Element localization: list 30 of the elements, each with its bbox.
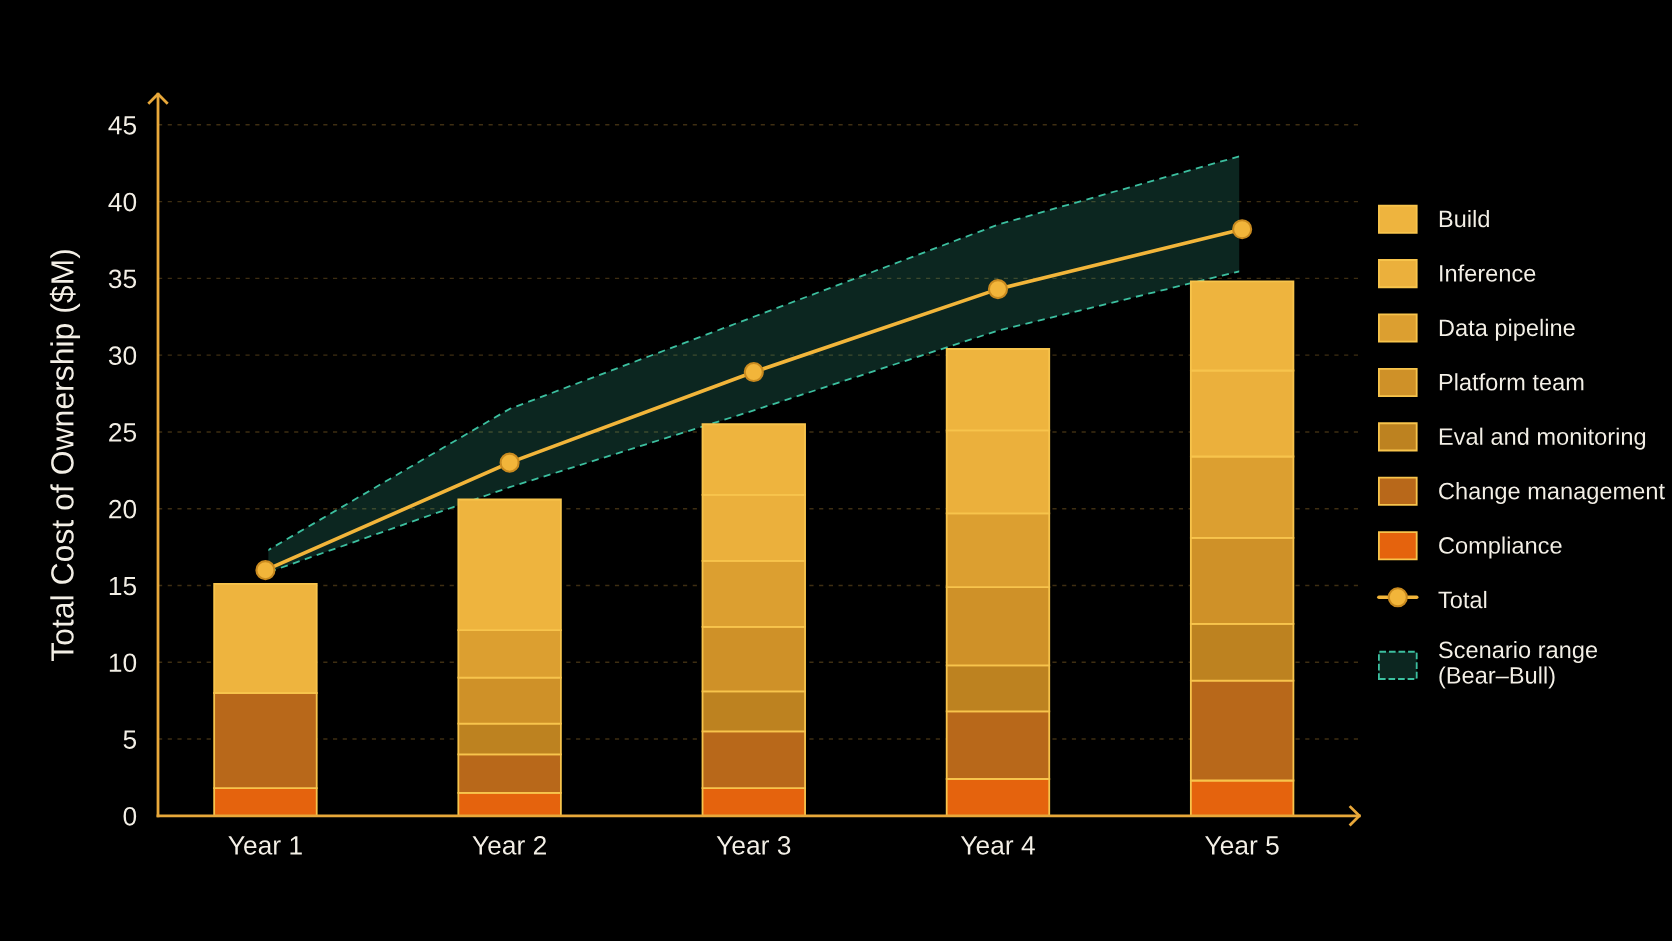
y-tick-label: 15 <box>109 576 137 596</box>
y-tick-label: 5 <box>123 730 137 749</box>
y-axis-title: Total Cost of Ownership ($M) <box>49 250 81 662</box>
y-tick-label: 10 <box>109 653 137 673</box>
y-tick-label: 30 <box>108 346 137 365</box>
y-tick-label: 40 <box>108 192 137 212</box>
point <box>1232 219 1253 240</box>
point <box>499 452 520 473</box>
legend-label: Scenario range (Bear–Bull) <box>1439 640 1598 689</box>
x-tick-label: Year 1 <box>228 836 302 855</box>
x-tick-label: Year 5 <box>1205 836 1279 855</box>
legend-label: Data pipeline <box>1439 318 1575 341</box>
point <box>987 279 1009 300</box>
y-tick-label: 25 <box>109 423 137 442</box>
y-tick-label: 35 <box>108 269 137 289</box>
y-tick-label: 45 <box>108 116 137 135</box>
point <box>255 560 276 581</box>
legend-label: Change management <box>1439 482 1665 505</box>
legend-label: Total <box>1438 590 1487 609</box>
legend-label: Inference <box>1440 264 1536 282</box>
legend-label: Eval and monitoring <box>1439 427 1646 450</box>
point <box>743 361 764 383</box>
y-tick-label: 0 <box>123 806 137 826</box>
x-tick-label: Year 4 <box>960 836 1035 855</box>
y-tick-label: 20 <box>109 499 137 519</box>
legend-label: Compliance <box>1439 536 1562 559</box>
x-tick-label: Year 3 <box>716 835 791 855</box>
x-tick-label: Year 2 <box>472 835 546 855</box>
legend-label: Platform team <box>1439 373 1584 391</box>
legend-label: Build <box>1439 209 1489 228</box>
